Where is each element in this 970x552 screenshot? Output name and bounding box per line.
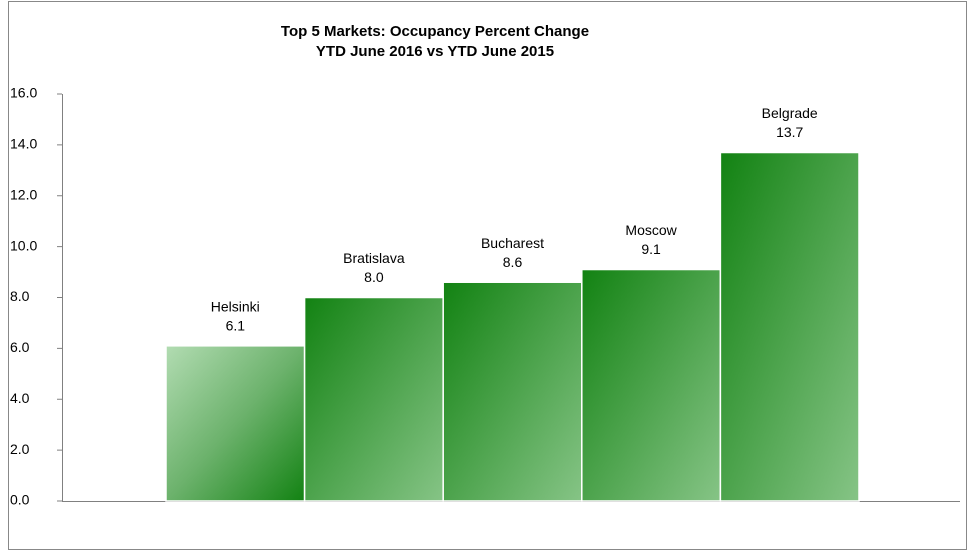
data-label: 9.1 (641, 241, 661, 257)
y-tick-label: 12.0 (10, 186, 37, 202)
data-label: 6.1 (226, 318, 246, 334)
y-tick-label: 8.0 (10, 288, 30, 304)
y-tick-label: 4.0 (10, 390, 30, 406)
data-label: 8.6 (503, 254, 523, 270)
y-tick-label: 2.0 (10, 441, 30, 457)
category-label: Bucharest (481, 235, 544, 251)
category-label: Helsinki (211, 299, 260, 315)
category-label: Bratislava (343, 250, 405, 266)
y-tick-label: 6.0 (10, 339, 30, 355)
bar (581, 268, 722, 502)
data-label: 13.7 (776, 124, 803, 140)
chart-title: Top 5 Markets: Occupancy Percent Change (281, 23, 589, 40)
bar (303, 296, 444, 502)
data-label: 8.0 (364, 269, 384, 285)
y-tick-label: 10.0 (10, 237, 37, 253)
category-label: Moscow (625, 222, 677, 238)
bar (719, 151, 860, 502)
chart-subtitle: YTD June 2016 vs YTD June 2015 (316, 43, 554, 60)
y-tick-label: 0.0 (10, 492, 30, 508)
bar (165, 345, 306, 502)
bar (442, 281, 583, 502)
y-tick-label: 14.0 (10, 136, 37, 152)
category-label: Belgrade (762, 105, 818, 121)
y-tick-label: 16.0 (10, 85, 37, 101)
